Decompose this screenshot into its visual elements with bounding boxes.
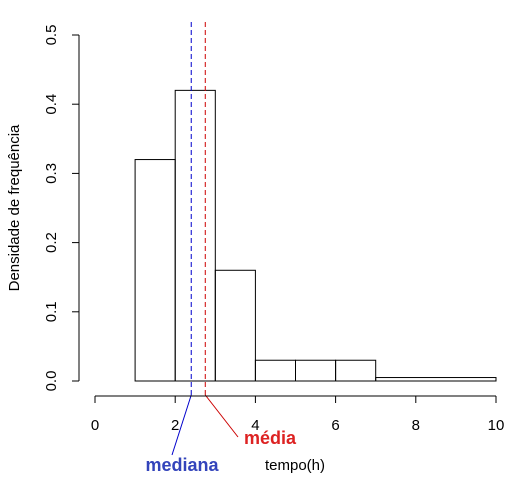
histogram-bar <box>254 359 296 382</box>
mean-annotation-label: média <box>244 428 297 448</box>
y-tick-label: 0.0 <box>43 371 60 392</box>
x-tick-label: 8 <box>412 417 420 434</box>
x-tick-label: 2 <box>171 417 179 434</box>
axes-layer: 0 2 4 6 8 10 0.0 0.1 0.2 0.3 0.4 0.5 <box>43 25 504 434</box>
histogram-bar <box>134 159 176 382</box>
x-axis-label: tempo(h) <box>265 457 325 474</box>
histogram-bar <box>335 359 377 382</box>
median-annotation-label: mediana <box>145 455 219 475</box>
y-tick-label: 0.3 <box>43 163 60 184</box>
x-tick-label: 0 <box>91 417 99 434</box>
bars-layer <box>134 89 497 382</box>
histogram-bar <box>375 377 497 382</box>
y-tick-label: 0.1 <box>43 301 60 322</box>
y-tick-label: 0.5 <box>43 25 60 46</box>
y-tick-label: 0.2 <box>43 232 60 253</box>
mean-pointer-line <box>204 394 239 438</box>
histogram-bar <box>174 89 216 382</box>
y-axis-label: Densidade de frequência <box>6 124 23 291</box>
histogram-bar <box>214 269 256 382</box>
x-tick-label: 10 <box>488 417 505 434</box>
x-tick-label: 6 <box>331 417 339 434</box>
y-tick-label: 0.4 <box>43 94 60 115</box>
x-tick-label: 4 <box>251 417 259 434</box>
reference-lines-layer <box>171 22 239 456</box>
median-pointer-line <box>171 394 192 456</box>
histogram-bar <box>295 359 337 382</box>
